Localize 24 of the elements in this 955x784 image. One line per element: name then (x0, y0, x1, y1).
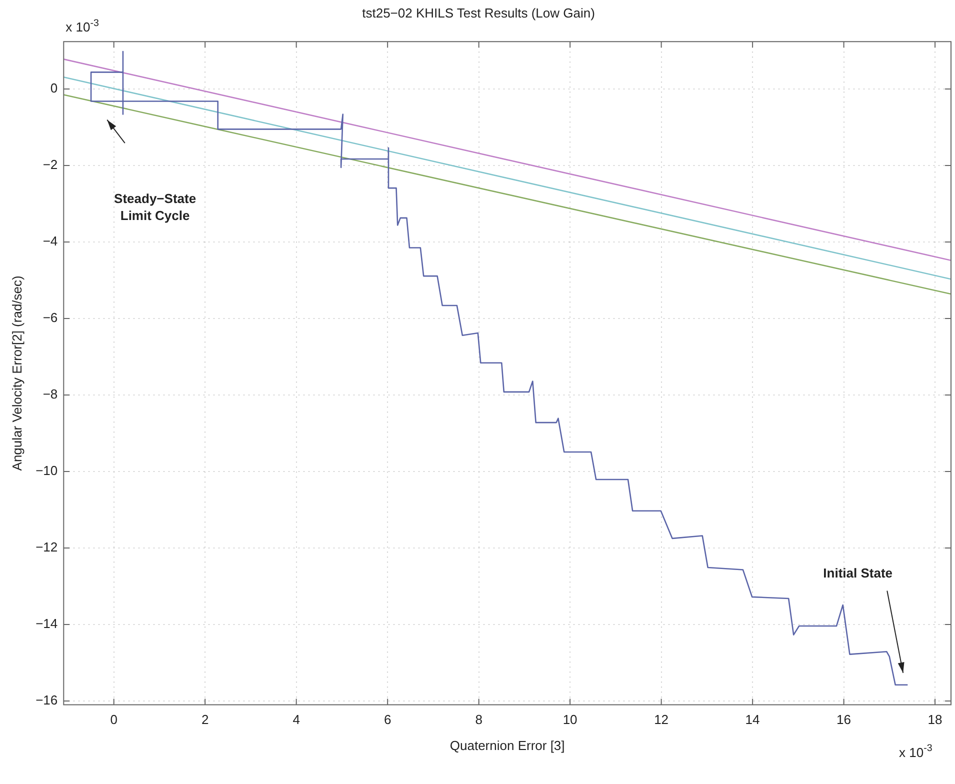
x-tick-label: 2 (201, 712, 209, 728)
x-tick-label: 14 (745, 712, 760, 728)
x-tick-label: 10 (562, 712, 578, 728)
y-tick-label: −14 (36, 616, 58, 632)
chart-title: tst25−02 KHILS Test Results (Low Gain) (362, 5, 595, 20)
x-tick-label: 8 (475, 712, 482, 728)
y-tick-label: −16 (36, 692, 58, 708)
y-tick-label: −8 (42, 386, 58, 402)
y-tick-label: −10 (36, 463, 58, 478)
x-tick-label: 4 (292, 712, 300, 728)
annotation: Initial State (823, 566, 893, 581)
y-tick-label: 0 (50, 80, 58, 96)
y-tick-label: −6 (42, 310, 58, 326)
y-tick-label: −4 (42, 234, 58, 249)
x-tick-label: 16 (836, 712, 852, 728)
y-axis-title: Angular Velocity Error[2] (rad/sec) (9, 276, 24, 471)
x-axis-title: Quaternion Error [3] (450, 738, 565, 753)
x-tick-label: 0 (110, 712, 118, 728)
y-tick-label: −2 (42, 157, 58, 172)
x-tick-label: 12 (654, 712, 669, 728)
y-tick-label: −12 (36, 540, 58, 555)
annotation: Steady−State Limit Cycle (114, 190, 196, 223)
x-tick-label: 18 (928, 712, 942, 728)
x-tick-label: 6 (384, 712, 392, 728)
